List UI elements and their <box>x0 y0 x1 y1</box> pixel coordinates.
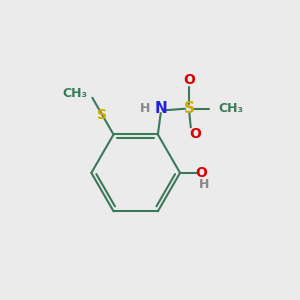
Text: O: O <box>196 166 207 180</box>
Text: H: H <box>199 178 209 191</box>
Text: O: O <box>189 128 201 142</box>
Text: S: S <box>97 108 107 122</box>
Text: H: H <box>140 102 150 115</box>
Text: N: N <box>154 101 167 116</box>
Text: O: O <box>183 73 195 87</box>
Text: S: S <box>184 101 195 116</box>
Text: CH₃: CH₃ <box>62 87 87 100</box>
Text: CH₃: CH₃ <box>218 102 243 115</box>
